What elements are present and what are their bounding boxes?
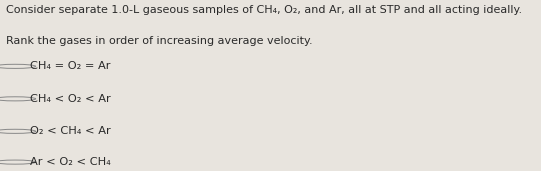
Text: CH₄ < O₂ < Ar: CH₄ < O₂ < Ar [30,94,110,104]
Text: O₂ < CH₄ < Ar: O₂ < CH₄ < Ar [30,126,110,136]
Text: CH₄ = O₂ = Ar: CH₄ = O₂ = Ar [30,61,110,71]
Text: Ar < O₂ < CH₄: Ar < O₂ < CH₄ [30,157,110,167]
Text: Rank the gases in order of increasing average velocity.: Rank the gases in order of increasing av… [6,36,313,46]
Text: Consider separate 1.0-L gaseous samples of CH₄, O₂, and Ar, all at STP and all a: Consider separate 1.0-L gaseous samples … [6,5,523,15]
